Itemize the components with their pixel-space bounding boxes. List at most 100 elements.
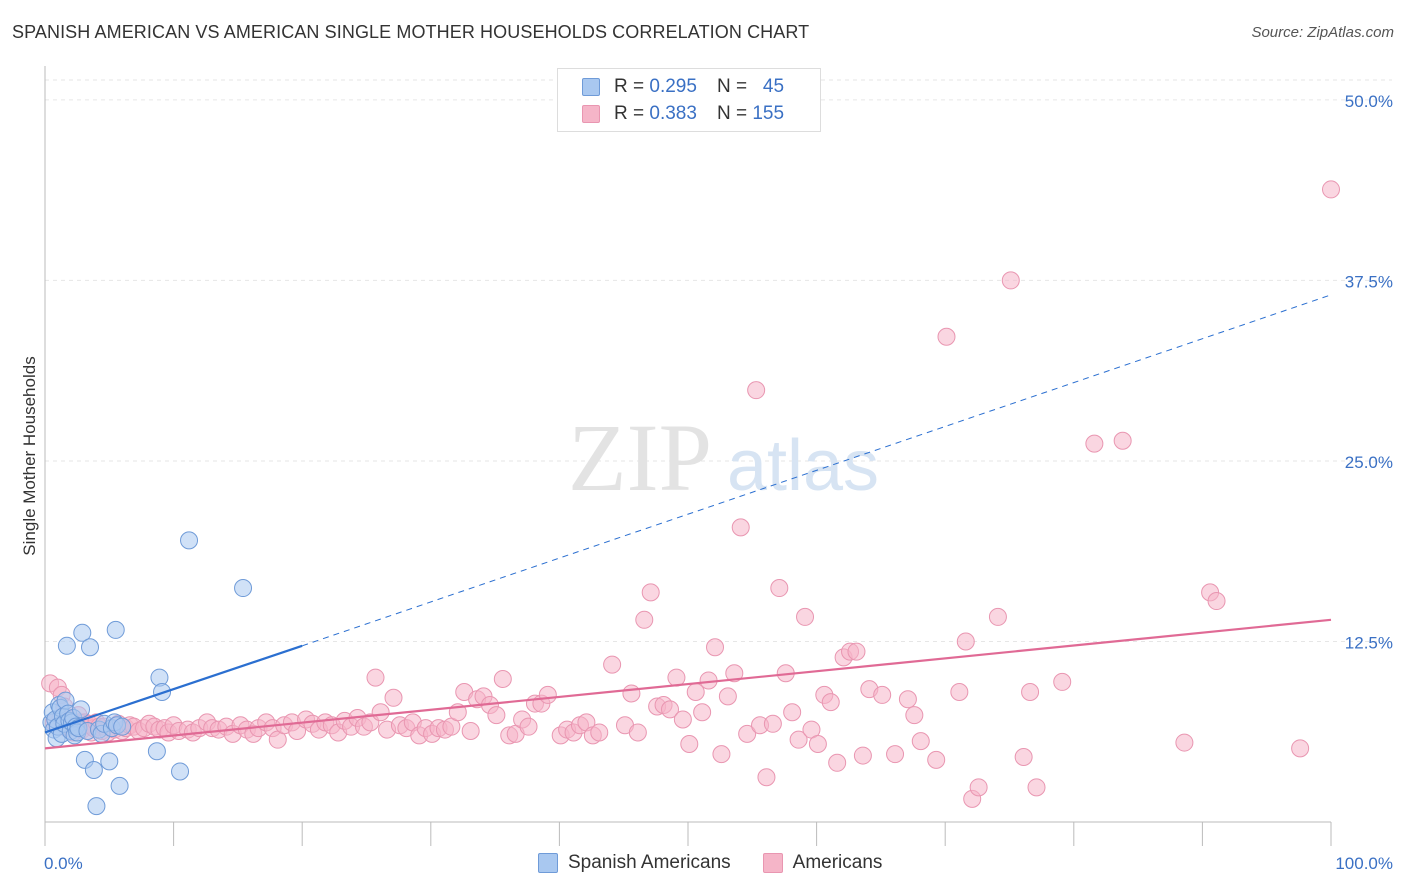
american-point [747,381,766,400]
y-tick-label: 25.0% [1345,453,1393,472]
american-point [693,703,712,722]
spanish-american-point [110,776,129,795]
series-legend: Spanish Americans Americans [538,852,914,874]
american-point [461,722,480,741]
american-point [808,735,827,754]
american-point [706,638,725,657]
american-point [853,746,872,765]
watermark-zip: ZIP [568,404,712,511]
gridlines [45,79,1392,642]
legend-item-americans[interactable]: Americans [762,852,883,874]
spanish-american-point [81,638,100,657]
spanish-trend-line [44,644,303,734]
american-point [641,583,660,602]
spanish-american-point [113,717,132,736]
legend-n-value: 45 [762,76,785,97]
spanish-american-point [106,620,125,639]
american-point [731,518,750,537]
stats-legend: R = 0.295 N = 45 R = 0.383 N = 155 [557,68,821,132]
legend-n-label: N = [716,103,748,124]
american-point [371,703,390,722]
american-point [886,745,905,764]
y-tick-label: 37.5% [1345,272,1393,291]
american-point [1113,431,1132,450]
american-point [635,610,654,629]
american-point [660,700,679,719]
american-point [590,723,609,742]
american-swatch [762,853,783,873]
american-point [937,327,956,346]
watermark-atlas: atlas [727,426,879,506]
american-point [519,717,538,736]
american-point [384,688,403,707]
chart-title: SPANISH AMERICAN VS AMERICAN SINGLE MOTH… [12,22,810,42]
legend-r-value: 0.383 [649,103,697,124]
american-point [847,642,866,661]
american-point [873,685,892,704]
legend-n-value: 155 [752,103,785,124]
legend-label: Spanish Americans [568,852,731,873]
spanish-american-point [147,742,166,761]
american-point [828,753,847,772]
american-point [956,632,975,651]
y-tick-label: 12.5% [1345,633,1393,652]
legend-r-label: R = [614,76,645,97]
american-point [1021,683,1040,702]
american-point [493,670,512,689]
american-point [725,664,744,683]
american-point [757,768,776,787]
american-point [821,693,840,712]
american-point [712,745,731,764]
spanish-american-point [234,579,253,598]
x-tick-label: 0.0% [44,854,83,873]
american-point [673,710,692,729]
american-point [783,703,802,722]
american-point [667,668,686,687]
american-point [1207,592,1226,611]
american-point [770,579,789,598]
legend-r-label: R = [614,103,645,124]
american-point [628,723,647,742]
american-point [1322,180,1340,199]
american-point [763,714,782,733]
spanish-swatch [582,78,600,96]
american-point [905,706,924,725]
legend-label: Americans [792,852,883,873]
legend-r-value: 0.295 [649,76,697,97]
legend-item-spanish-americans[interactable]: Spanish Americans [538,852,731,874]
american-point [718,687,737,706]
spanish-trend-extension [302,294,1332,647]
american-point [622,684,641,703]
american-point [911,732,930,751]
american-point [988,607,1007,626]
spanish-american-point [72,700,91,719]
spanish-american-point [73,623,92,642]
legend-n-label: N = [716,76,748,97]
legend-row-american: R = 0.383 N = 155 [582,101,784,127]
american-point [796,607,815,626]
american-point [1085,434,1104,453]
american-point [680,735,699,754]
legend-row-spanish: R = 0.295 N = 45 [582,74,784,100]
american-swatch [582,105,600,123]
trend-lines [44,294,1332,750]
american-point [738,724,757,743]
american-point [1014,748,1033,767]
american-trend-line [44,618,1332,750]
american-point [898,690,917,709]
x-tick-label: 100.0% [1335,854,1393,873]
watermark: ZIP atlas [568,404,879,511]
spanish-american-point [57,636,76,655]
american-point [1291,739,1310,758]
american-point [366,668,385,687]
tick-labels: 12.5% 25.0% 37.5% 50.0% 0.0% 100.0% [44,92,1393,873]
spanish-american-point [180,531,199,550]
spanish-american-point [87,797,106,816]
axes [44,66,1332,846]
american-point [950,683,969,702]
american-point [969,778,988,797]
american-point [1027,778,1046,797]
american-point [603,655,622,674]
american-point [1053,672,1072,691]
